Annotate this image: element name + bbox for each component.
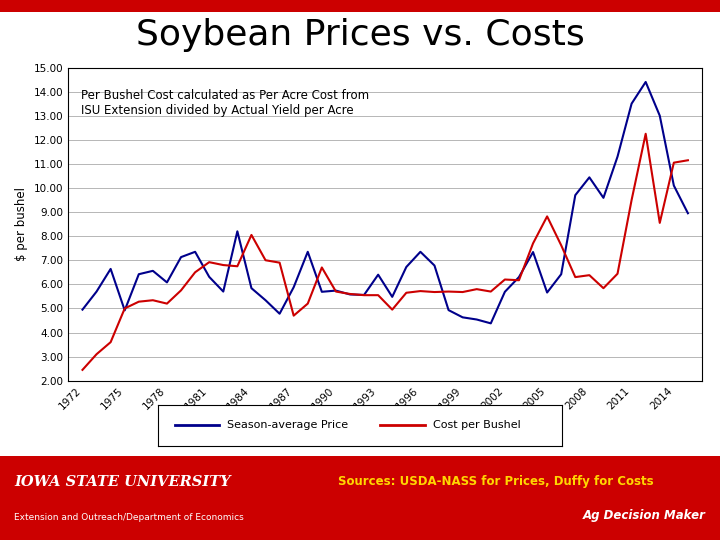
Text: Extension and Outreach/Department of Economics: Extension and Outreach/Department of Eco… (14, 512, 244, 522)
Text: Season-average Price: Season-average Price (227, 420, 348, 430)
Text: Cost per Bushel: Cost per Bushel (433, 420, 521, 430)
Text: Sources: USDA-NASS for Prices, Duffy for Costs: Sources: USDA-NASS for Prices, Duffy for… (338, 475, 654, 488)
Text: Ag Decision Maker: Ag Decision Maker (582, 509, 706, 522)
Text: Per Bushel Cost calculated as Per Acre Cost from
ISU Extension divided by Actual: Per Bushel Cost calculated as Per Acre C… (81, 90, 369, 117)
Text: IOWA STATE UNIVERSITY: IOWA STATE UNIVERSITY (14, 475, 231, 489)
Text: Soybean Prices vs. Costs: Soybean Prices vs. Costs (135, 18, 585, 52)
Y-axis label: $ per bushel: $ per bushel (15, 187, 28, 261)
